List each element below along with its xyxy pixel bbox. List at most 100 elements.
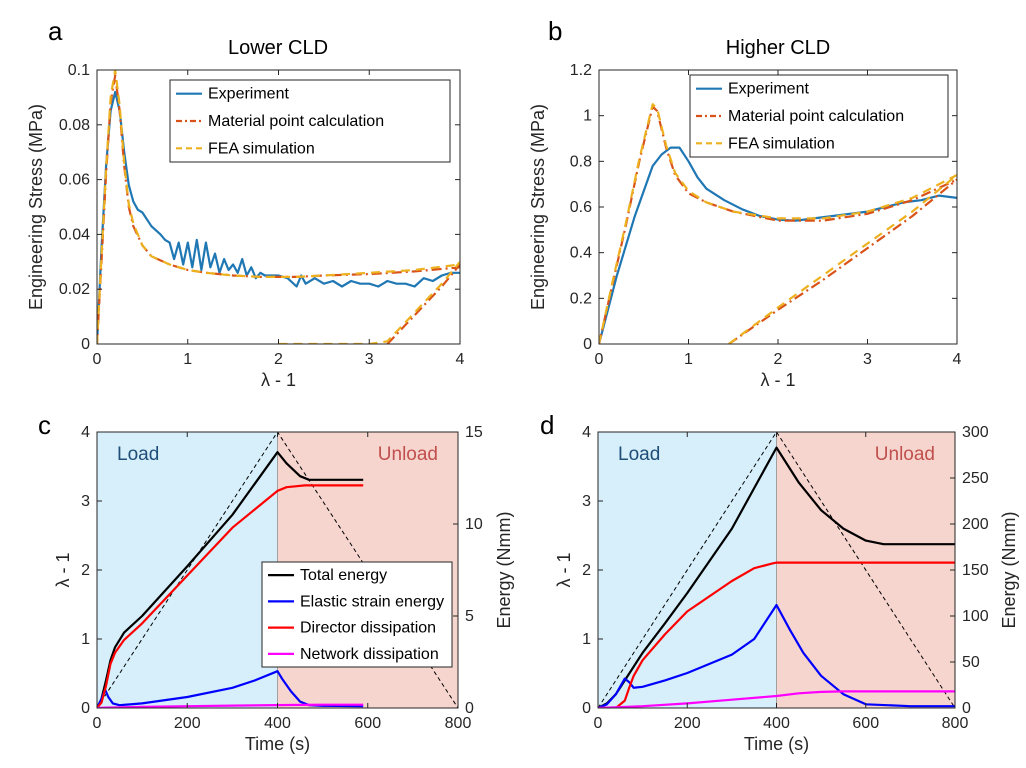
panel-label: c xyxy=(38,410,51,440)
x-tick-label: 2 xyxy=(774,351,783,368)
y-tick-label: 1.2 xyxy=(570,62,592,79)
x-tick-label: 600 xyxy=(354,715,381,732)
legend-label: Elastic strain energy xyxy=(300,593,444,610)
y-axis-label: Engineering Stress (MPa) xyxy=(26,104,46,310)
chart-title: Higher CLD xyxy=(726,37,830,59)
y-tick-label-right: 0 xyxy=(465,700,474,717)
x-tick-label: 800 xyxy=(942,715,969,732)
series-line-network-dissipation xyxy=(598,690,955,708)
x-tick-label: 0 xyxy=(93,351,102,368)
y-axis-label-right: Energy (Nmm) xyxy=(494,511,514,628)
y-axis-label: λ - 1 xyxy=(554,552,574,587)
x-tick-label: 1 xyxy=(684,351,693,368)
y-tick-label: 0 xyxy=(582,700,591,717)
legend: Total energy Elastic strain energy Directo… xyxy=(261,561,453,668)
y-tick-label: 1 xyxy=(81,631,90,648)
panel-label: a xyxy=(48,16,63,46)
series-line-director-dissipation xyxy=(598,561,955,708)
series-line-elastic-strain-energy xyxy=(598,603,955,708)
y-tick-label-right: 300 xyxy=(962,424,989,441)
y-tick-label: 0.1 xyxy=(68,62,90,79)
y-tick-label: 0.02 xyxy=(59,281,90,298)
plot-area xyxy=(599,103,957,344)
legend-label: Material point calculation xyxy=(728,108,904,125)
legend: Experiment Material point calculation FEA … xyxy=(169,79,451,163)
plot-area xyxy=(97,70,460,344)
legend-box xyxy=(689,74,949,158)
y-tick-label: 4 xyxy=(582,424,591,441)
x-tick-label: 600 xyxy=(852,715,879,732)
x-tick-label: 0 xyxy=(594,715,603,732)
y-tick-label-right: 150 xyxy=(962,562,989,579)
series-line-experiment xyxy=(97,90,460,344)
x-tick-label: 800 xyxy=(445,715,472,732)
series-line-network-dissipation xyxy=(97,703,364,708)
legend-label: FEA simulation xyxy=(728,135,835,152)
panel-label: d xyxy=(540,410,554,440)
series-line-fea-simulation xyxy=(599,103,957,344)
y-tick-label: 4 xyxy=(81,424,90,441)
region-label-load: Load xyxy=(618,444,660,465)
legend-label: Experiment xyxy=(208,86,289,103)
y-tick-label: 0.06 xyxy=(59,172,90,189)
x-tick-label: 1 xyxy=(183,351,192,368)
y-tick-label: 1 xyxy=(583,108,592,125)
x-tick-label: 0 xyxy=(595,351,604,368)
y-tick-label: 0.04 xyxy=(59,226,90,243)
chart-title: Lower CLD xyxy=(228,37,328,59)
y-tick-label: 0.08 xyxy=(59,117,90,134)
x-tick-label: 200 xyxy=(174,715,201,732)
x-axis-label: Time (s) xyxy=(744,734,809,754)
y-tick-label: 0.8 xyxy=(570,153,592,170)
y-tick-label-right: 100 xyxy=(962,608,989,625)
y-axis-label: λ - 1 xyxy=(53,552,73,587)
panel-a: 0 1 2 3 4 0 0.02 0.04 0.06 0.08 0.1 λ - 1 Engineerin… xyxy=(26,16,465,390)
y-tick-label: 1 xyxy=(582,631,591,648)
y-tick-label-right: 0 xyxy=(962,700,971,717)
legend-label: Experiment xyxy=(728,81,809,98)
legend-label: FEA simulation xyxy=(208,140,315,157)
legend-label: Director dissipation xyxy=(300,620,436,637)
region-label-load: Load xyxy=(117,444,159,465)
x-tick-label: 200 xyxy=(674,715,701,732)
y-tick-label: 0 xyxy=(81,336,90,353)
y-tick-label: 0 xyxy=(583,336,592,353)
y-tick-label: 3 xyxy=(81,493,90,510)
legend-label: Network dissipation xyxy=(300,646,439,663)
region-label-unload: Unload xyxy=(378,444,438,465)
legend-label: Material point calculation xyxy=(208,113,384,130)
y-tick-label: 0.4 xyxy=(570,245,592,262)
legend-box xyxy=(261,561,453,668)
y-tick-label: 3 xyxy=(582,493,591,510)
y-tick-label: 0 xyxy=(81,700,90,717)
series-line-elastic-strain-energy xyxy=(97,670,364,708)
x-tick-label: 400 xyxy=(763,715,790,732)
y-tick-label: 2 xyxy=(582,562,591,579)
y-tick-label: 0.2 xyxy=(570,290,592,307)
series-line-fea-simulation xyxy=(97,70,460,344)
panel-label: b xyxy=(548,16,562,46)
series-line-experiment xyxy=(599,146,957,344)
x-tick-label: 4 xyxy=(953,351,962,368)
legend-box xyxy=(169,79,451,163)
panel-b: 0 1 2 3 4 0 0.2 0.4 0.6 0.8 1 1.2 λ - 1 Engineering S… xyxy=(528,16,962,390)
plot-area xyxy=(598,432,955,708)
x-tick-label: 3 xyxy=(365,351,374,368)
x-axis-label: λ - 1 xyxy=(760,370,795,390)
y-tick-label-right: 250 xyxy=(962,470,989,487)
y-tick-label-right: 50 xyxy=(962,654,980,671)
x-tick-label: 2 xyxy=(274,351,283,368)
x-tick-label: 4 xyxy=(456,351,465,368)
legend: Experiment Material point calculation FEA … xyxy=(689,74,949,158)
y-tick-label-right: 200 xyxy=(962,516,989,533)
legend-label: Total energy xyxy=(300,567,387,584)
y-tick-label-right: 5 xyxy=(465,608,474,625)
x-axis-label: Time (s) xyxy=(245,734,310,754)
y-axis-label-right: Energy (Nmm) xyxy=(999,511,1019,628)
y-axis-label: Engineering Stress (MPa) xyxy=(528,104,548,310)
x-tick-label: 3 xyxy=(863,351,872,368)
x-tick-label: 400 xyxy=(264,715,291,732)
